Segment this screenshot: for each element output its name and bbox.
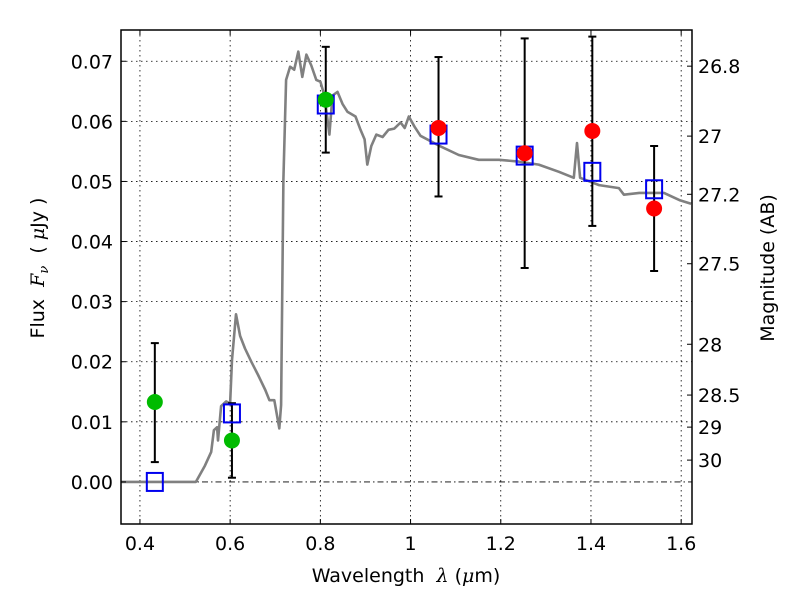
spectrum-line <box>121 50 692 484</box>
y2-tick-label: 27 <box>698 126 722 148</box>
x-tick-label: 1.2 <box>486 533 516 555</box>
x-tick-label: 1.4 <box>576 533 606 555</box>
y2-tick-label: 27.5 <box>698 254 740 276</box>
model-square <box>145 471 164 492</box>
green-data-point <box>146 394 163 411</box>
y-tick-label: 0.00 <box>71 472 113 494</box>
y2-tick-label: 30 <box>698 450 722 472</box>
x-tick-label: 0.8 <box>305 533 335 555</box>
y-tick-label: 0.05 <box>71 171 113 193</box>
y-axis-label: Flux Fν ( μJy ) <box>27 198 52 339</box>
observed-points <box>146 91 663 449</box>
plot-area <box>121 30 692 524</box>
model-square <box>645 179 664 200</box>
x-tick-label: 0.4 <box>125 533 155 555</box>
red-data-point <box>516 145 533 162</box>
model-square <box>583 161 602 182</box>
x-tick-label: 0.6 <box>215 533 245 555</box>
y-tick-label: 0.07 <box>71 51 113 73</box>
red-data-point <box>430 119 447 136</box>
y-tick-label: 0.06 <box>71 111 113 133</box>
y2-axis-ticks: 26.8 27 27.2 27.5 28 28.5 29 30 <box>687 56 740 472</box>
spectrum <box>121 50 692 484</box>
x-tick-label: 1.6 <box>666 533 696 555</box>
plot-frame <box>120 29 693 525</box>
green-data-point <box>317 91 334 108</box>
y2-tick-label: 29 <box>698 417 722 439</box>
green-data-point <box>223 432 240 449</box>
y-tick-label: 0.01 <box>71 412 113 434</box>
y2-tick-label: 26.8 <box>698 56 740 78</box>
x-axis-ticks: 0.4 0.6 0.8 1 1.2 1.4 1.6 <box>125 30 696 555</box>
y-tick-label: 0.02 <box>71 352 113 374</box>
y-tick-label: 0.03 <box>71 292 113 314</box>
x-tick-label: 1 <box>405 533 417 555</box>
y2-tick-label: 28 <box>698 334 722 356</box>
y2-tick-label: 28.5 <box>698 385 740 407</box>
red-data-point <box>584 122 601 139</box>
y2-tick-label: 27.2 <box>698 184 740 206</box>
y-tick-label: 0.04 <box>71 232 113 254</box>
model-square <box>222 403 241 424</box>
y2-axis-label: Magnitude (AB) <box>757 194 779 342</box>
y-axis-ticks: 0.00 0.01 0.02 0.03 0.04 0.05 0.06 0.07 <box>71 51 126 494</box>
red-data-point <box>646 200 663 217</box>
x-axis-label: Wavelength λ (μm) <box>312 565 501 587</box>
